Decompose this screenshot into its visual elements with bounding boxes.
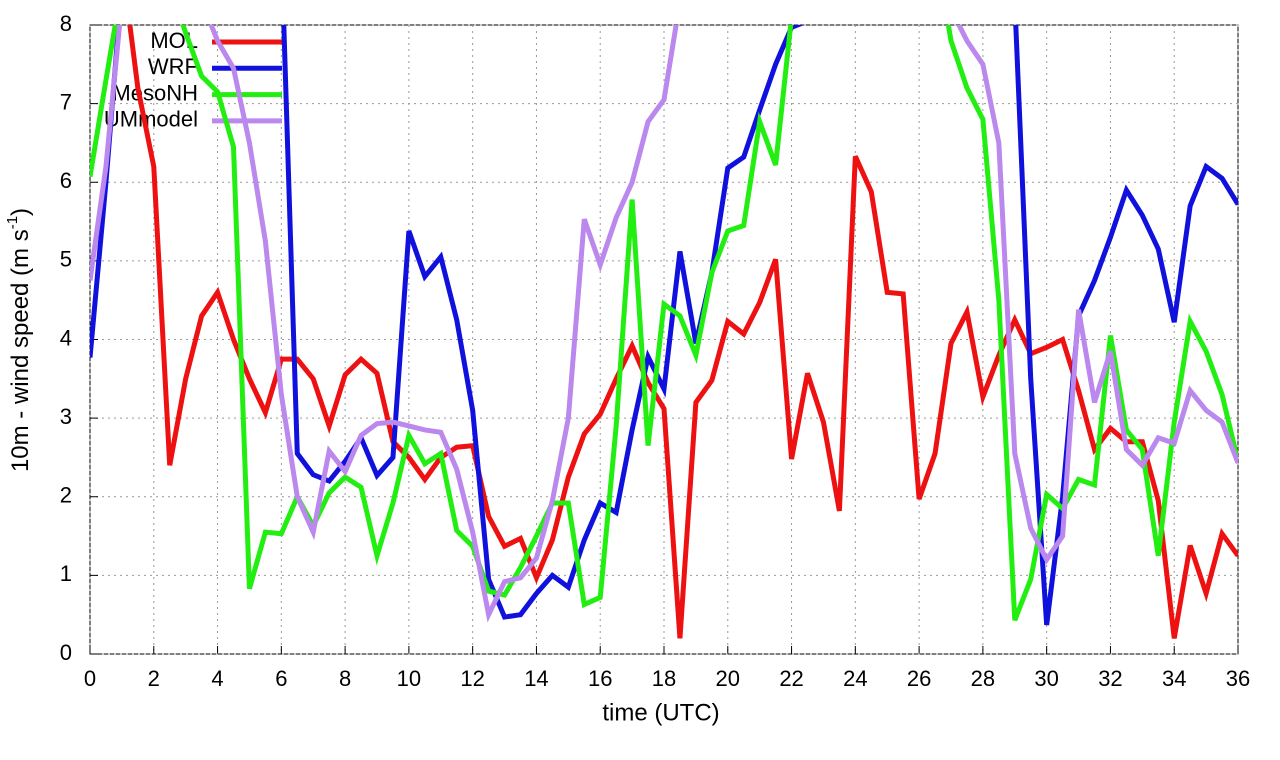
y-axis-label: 10m - wind speed (m s-1) xyxy=(4,208,34,472)
x-tick-label: 30 xyxy=(1034,666,1058,691)
y-tick-label: 2 xyxy=(60,483,72,508)
y-axis-label-main: 10m - wind speed (m s xyxy=(7,229,34,472)
y-tick-label: 4 xyxy=(60,325,72,350)
x-tick-label: 10 xyxy=(397,666,421,691)
x-tick-label: 0 xyxy=(84,666,96,691)
series-line xyxy=(90,25,1238,623)
x-tick-label: 18 xyxy=(652,666,676,691)
x-tick-label: 22 xyxy=(779,666,803,691)
x-tick-label: 16 xyxy=(588,666,612,691)
y-tick-label: 3 xyxy=(60,404,72,429)
y-axis-label-end: ) xyxy=(7,208,34,216)
x-tick-label: 28 xyxy=(971,666,995,691)
x-tick-label: 14 xyxy=(524,666,548,691)
x-tick-label: 4 xyxy=(211,666,223,691)
x-tick-label: 2 xyxy=(148,666,160,691)
y-tick-label: 1 xyxy=(60,561,72,586)
x-tick-label: 6 xyxy=(275,666,287,691)
series-line xyxy=(90,25,1238,626)
x-tick-label: 26 xyxy=(907,666,931,691)
y-tick-label: 6 xyxy=(60,168,72,193)
x-tick-label: 24 xyxy=(843,666,867,691)
y-tick-label: 5 xyxy=(60,247,72,272)
plot-lines xyxy=(90,25,1238,639)
x-tick-label: 8 xyxy=(339,666,351,691)
legend-label: WRF xyxy=(148,54,198,79)
y-tick-label: 0 xyxy=(60,640,72,665)
x-tick-label: 32 xyxy=(1098,666,1122,691)
y-axis-label-sup: -1 xyxy=(4,216,21,229)
series-line xyxy=(127,25,1238,639)
legend-label: UMmodel xyxy=(104,107,198,132)
x-tick-label: 12 xyxy=(460,666,484,691)
x-tick-label: 34 xyxy=(1162,666,1186,691)
y-tick-label: 7 xyxy=(60,89,72,114)
series-line xyxy=(90,25,1238,622)
y-tick-label: 8 xyxy=(60,11,72,36)
legend-label: MesoNH xyxy=(112,80,198,105)
x-tick-label: 20 xyxy=(716,666,740,691)
x-tick-label: 36 xyxy=(1226,666,1250,691)
x-axis-label: time (UTC) xyxy=(602,699,719,726)
